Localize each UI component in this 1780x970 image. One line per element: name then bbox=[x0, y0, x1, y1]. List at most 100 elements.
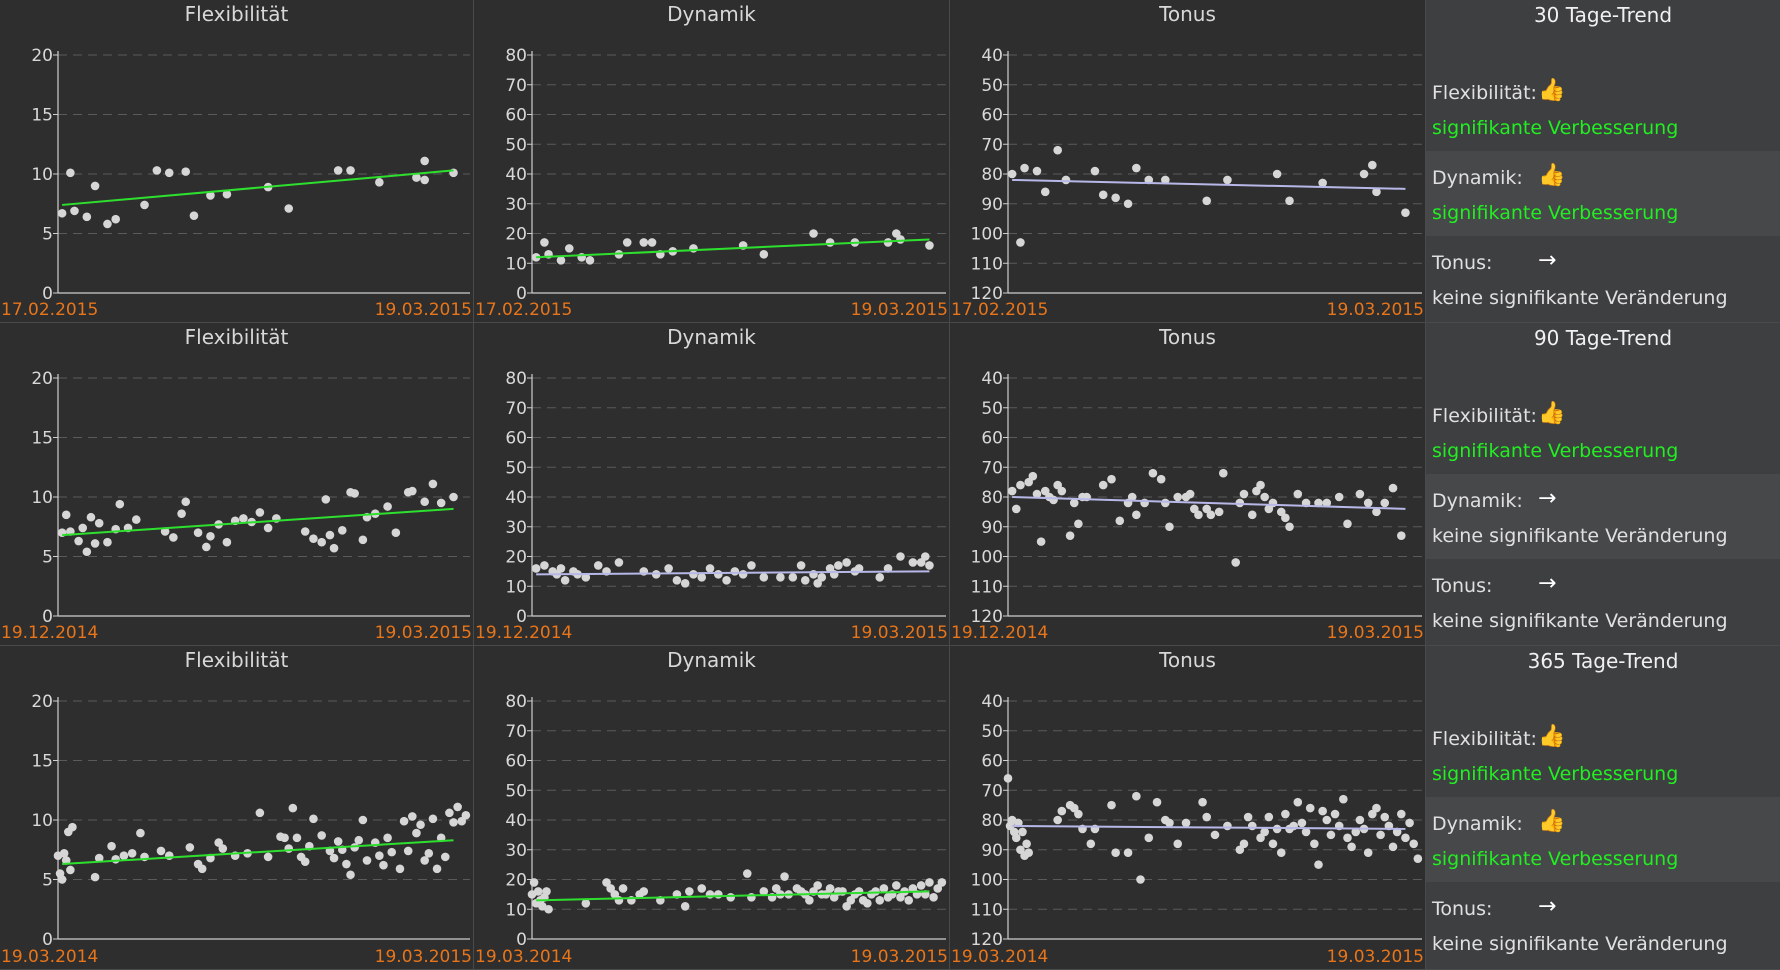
data-point bbox=[863, 899, 872, 908]
y-tick-label: 90 bbox=[981, 841, 1003, 861]
data-point bbox=[1334, 492, 1344, 502]
data-point bbox=[742, 869, 752, 878]
data-point bbox=[1161, 175, 1170, 185]
data-point bbox=[1301, 827, 1311, 837]
data-point bbox=[383, 502, 392, 511]
data-point bbox=[1049, 495, 1058, 505]
data-point bbox=[1069, 498, 1079, 508]
thumbs-up-icon: 👍 bbox=[1538, 724, 1566, 749]
data-point bbox=[921, 552, 930, 561]
data-point bbox=[1409, 839, 1419, 849]
trend-status-text: keine signifikante Veränderung bbox=[1432, 287, 1728, 309]
data-point bbox=[1098, 190, 1108, 200]
y-tick-label: 10 bbox=[31, 165, 53, 185]
trend-item-dynamik: Dynamik: 👍 signifikante Verbesserung bbox=[1426, 797, 1780, 882]
data-point bbox=[1322, 815, 1332, 825]
y-tick-label: 100 bbox=[971, 225, 1003, 245]
data-point bbox=[94, 853, 104, 863]
data-point bbox=[420, 156, 429, 166]
data-point bbox=[263, 523, 273, 533]
data-point bbox=[1086, 839, 1096, 849]
y-tick-label: 5 bbox=[42, 225, 53, 245]
data-point bbox=[206, 191, 215, 200]
data-point bbox=[1347, 842, 1356, 852]
data-point bbox=[1098, 480, 1108, 490]
y-tick-label: 10 bbox=[505, 577, 527, 597]
data-point bbox=[86, 512, 96, 522]
y-tick-label: 110 bbox=[971, 577, 1003, 597]
data-point bbox=[449, 818, 458, 827]
data-point bbox=[1111, 193, 1120, 203]
data-point bbox=[929, 893, 938, 902]
trend-item-label: Flexibilität: bbox=[1432, 405, 1537, 427]
trend-line bbox=[1012, 496, 1406, 510]
start-date: 19.03.2014 bbox=[475, 947, 573, 967]
trend-item-label: Tonus: bbox=[1432, 898, 1493, 920]
arrow-right-icon: → bbox=[1538, 894, 1557, 919]
data-point bbox=[202, 542, 211, 552]
data-point bbox=[239, 514, 248, 523]
data-point bbox=[90, 181, 100, 191]
chart-title: Dynamik bbox=[667, 2, 756, 26]
trend-item-label: Tonus: bbox=[1432, 575, 1493, 597]
data-point bbox=[854, 564, 864, 573]
data-point bbox=[412, 828, 421, 838]
data-point bbox=[317, 537, 326, 547]
data-point bbox=[925, 878, 934, 887]
trend-status-text: signifikante Verbesserung bbox=[1432, 440, 1679, 462]
y-tick-label: 0 bbox=[42, 284, 53, 304]
data-point bbox=[1036, 537, 1046, 546]
y-tick-label: 10 bbox=[31, 488, 53, 508]
data-point bbox=[1003, 774, 1013, 783]
y-tick-label: 40 bbox=[981, 369, 1003, 389]
data-point bbox=[218, 844, 228, 853]
data-point bbox=[1007, 169, 1017, 179]
data-point bbox=[556, 564, 566, 573]
data-point bbox=[408, 812, 417, 821]
y-tick-label: 20 bbox=[31, 369, 53, 389]
data-point bbox=[883, 564, 893, 573]
data-point bbox=[1355, 489, 1365, 499]
data-point bbox=[1090, 166, 1100, 176]
data-point bbox=[1011, 833, 1021, 843]
data-point bbox=[362, 856, 372, 865]
data-point bbox=[1231, 558, 1240, 567]
data-point bbox=[1107, 474, 1116, 484]
data-point bbox=[1285, 522, 1294, 532]
y-tick-label: 15 bbox=[31, 429, 53, 449]
data-point bbox=[111, 214, 120, 224]
data-point bbox=[461, 810, 471, 820]
data-point bbox=[1372, 507, 1381, 517]
end-date: 19.03.2015 bbox=[850, 947, 948, 967]
data-point bbox=[1074, 809, 1083, 819]
chart-panel-flexibilitaet: 0 5 10 15 20 Flexibilität 17.02.2015 19.03.2015 bbox=[0, 0, 474, 323]
trend-line bbox=[536, 238, 930, 259]
data-point bbox=[614, 558, 624, 567]
start-date: 19.12.2014 bbox=[475, 623, 573, 643]
start-date: 17.02.2015 bbox=[1, 300, 99, 320]
data-point bbox=[825, 238, 835, 247]
y-tick-label: 80 bbox=[981, 488, 1003, 508]
data-point bbox=[1028, 471, 1038, 481]
data-point bbox=[424, 849, 434, 858]
chart-title: Flexibilität bbox=[184, 325, 289, 349]
data-point bbox=[1144, 833, 1154, 843]
trend-line bbox=[1012, 824, 1406, 830]
y-tick-label: 90 bbox=[981, 518, 1003, 538]
data-point bbox=[300, 857, 310, 866]
data-point bbox=[292, 833, 302, 843]
data-point bbox=[1148, 468, 1158, 478]
data-point bbox=[66, 865, 75, 875]
data-point bbox=[222, 537, 232, 547]
y-tick-label: 5 bbox=[42, 871, 53, 891]
y-tick-label: 70 bbox=[981, 781, 1003, 801]
data-point bbox=[329, 543, 339, 553]
data-point bbox=[329, 853, 339, 863]
y-tick-label: 30 bbox=[505, 841, 527, 861]
data-point bbox=[1173, 492, 1183, 502]
data-point bbox=[1132, 791, 1141, 801]
data-point bbox=[639, 238, 649, 247]
data-point bbox=[697, 573, 707, 582]
data-point bbox=[68, 822, 77, 832]
trend-status-text: keine signifikante Veränderung bbox=[1432, 525, 1728, 547]
